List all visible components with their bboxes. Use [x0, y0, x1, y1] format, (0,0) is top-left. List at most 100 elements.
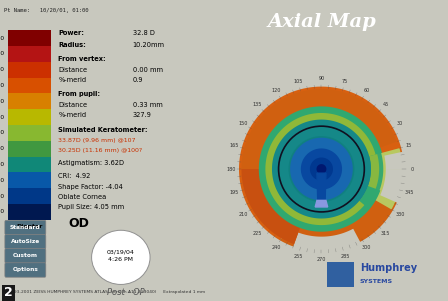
- Bar: [8, 93, 51, 109]
- Polygon shape: [239, 87, 403, 240]
- FancyBboxPatch shape: [5, 220, 46, 235]
- Text: OD: OD: [68, 217, 89, 230]
- Text: Oblate Cornea: Oblate Cornea: [58, 194, 107, 200]
- Bar: [8, 172, 51, 188]
- Text: 315: 315: [381, 231, 390, 236]
- FancyBboxPatch shape: [5, 234, 46, 249]
- FancyBboxPatch shape: [5, 249, 46, 263]
- Text: 03/19/04
4:26 PM: 03/19/04 4:26 PM: [107, 250, 135, 262]
- Bar: [8, 30, 51, 46]
- Text: Power:: Power:: [58, 30, 85, 36]
- Text: 0: 0: [410, 166, 414, 172]
- Text: Standard: Standard: [10, 225, 41, 230]
- FancyBboxPatch shape: [5, 263, 46, 277]
- Polygon shape: [315, 200, 327, 207]
- Polygon shape: [259, 106, 382, 232]
- Text: 34.0: 34.0: [0, 162, 5, 167]
- Bar: [327, 262, 353, 287]
- Polygon shape: [265, 113, 375, 225]
- Text: 38.0: 38.0: [0, 130, 5, 135]
- Text: AutoSize: AutoSize: [11, 239, 40, 244]
- Text: 327.9: 327.9: [133, 112, 151, 118]
- Text: Distance: Distance: [58, 102, 88, 108]
- Text: 50.0: 50.0: [0, 36, 5, 41]
- Text: CRI:  4.92: CRI: 4.92: [58, 173, 91, 179]
- Text: Radius:: Radius:: [58, 42, 86, 48]
- Text: 30.25D (11.16 mm) @100?: 30.25D (11.16 mm) @100?: [58, 148, 143, 153]
- Polygon shape: [292, 229, 362, 256]
- Text: 330: 330: [395, 212, 405, 217]
- Text: 2: 2: [4, 287, 13, 299]
- Text: From vertex:: From vertex:: [58, 56, 106, 62]
- Text: 120: 120: [271, 88, 281, 93]
- Polygon shape: [280, 174, 404, 252]
- Bar: [8, 188, 51, 204]
- Text: %-merid: %-merid: [58, 112, 86, 118]
- Text: 210: 210: [238, 212, 248, 217]
- Text: 30.0: 30.0: [0, 194, 5, 199]
- Bar: [8, 204, 51, 220]
- Text: 0.00 mm: 0.00 mm: [133, 67, 163, 73]
- Bar: [8, 141, 51, 157]
- Text: Custom: Custom: [13, 253, 38, 258]
- Polygon shape: [241, 169, 301, 244]
- Polygon shape: [264, 111, 379, 227]
- Polygon shape: [241, 89, 396, 169]
- Text: 165: 165: [229, 143, 238, 148]
- Text: 90: 90: [319, 76, 324, 81]
- Polygon shape: [316, 164, 327, 174]
- Text: Post - OP: Post - OP: [107, 288, 145, 297]
- Bar: [8, 109, 51, 125]
- Text: 0.9: 0.9: [133, 77, 143, 83]
- Text: Axial Map: Axial Map: [267, 13, 376, 30]
- Text: 30: 30: [397, 121, 403, 126]
- Text: 255: 255: [293, 254, 303, 259]
- Text: 48.0: 48.0: [0, 51, 5, 56]
- Polygon shape: [290, 138, 353, 200]
- Text: %-merid: %-merid: [58, 77, 86, 83]
- Ellipse shape: [91, 230, 150, 284]
- Text: From pupil:: From pupil:: [58, 91, 101, 97]
- Text: 10.20mm: 10.20mm: [133, 42, 164, 48]
- Text: 180: 180: [226, 166, 236, 172]
- Text: Humphrey: Humphrey: [360, 263, 417, 273]
- Polygon shape: [259, 107, 383, 231]
- Polygon shape: [284, 132, 358, 206]
- Text: 150: 150: [238, 121, 248, 126]
- Text: 225: 225: [253, 231, 262, 236]
- Text: 33.87D (9.96 mm) @107: 33.87D (9.96 mm) @107: [58, 138, 136, 143]
- Text: 15: 15: [406, 143, 412, 148]
- Bar: [8, 125, 51, 141]
- Text: 60: 60: [364, 88, 370, 93]
- Polygon shape: [272, 119, 371, 219]
- Polygon shape: [369, 148, 402, 169]
- Text: Astigmatism: 3.62D: Astigmatism: 3.62D: [58, 160, 125, 166]
- Text: 32.8 D: 32.8 D: [133, 30, 155, 36]
- Text: 46.0: 46.0: [0, 67, 5, 72]
- Text: 105: 105: [293, 79, 303, 84]
- Text: ©1993-2001 ZEISS HUMPHREY SYSTEMS ATLAS  Version A11.2 (3040)     Extrapolated 1: ©1993-2001 ZEISS HUMPHREY SYSTEMS ATLAS …: [4, 290, 205, 294]
- Text: 32.0: 32.0: [0, 178, 5, 183]
- Text: 345: 345: [405, 190, 414, 195]
- Text: 42.0: 42.0: [0, 99, 5, 104]
- Text: 40.0: 40.0: [0, 114, 5, 119]
- Text: 0.33 mm: 0.33 mm: [133, 102, 162, 108]
- Bar: [8, 77, 51, 93]
- Text: 300: 300: [362, 245, 371, 250]
- Text: Simulated Keratometer:: Simulated Keratometer:: [58, 127, 148, 133]
- Text: 45: 45: [383, 102, 389, 107]
- Polygon shape: [310, 157, 333, 181]
- Polygon shape: [301, 148, 342, 190]
- Text: Pupil Size: 4.05 mm: Pupil Size: 4.05 mm: [58, 204, 125, 210]
- Polygon shape: [317, 173, 326, 204]
- Text: 44.0: 44.0: [0, 83, 5, 88]
- Text: SYSTEMS: SYSTEMS: [360, 279, 393, 284]
- Text: 135: 135: [253, 102, 262, 107]
- Text: Distance: Distance: [58, 67, 88, 73]
- Polygon shape: [364, 169, 402, 209]
- Text: 75: 75: [342, 79, 348, 84]
- Text: Shape Factor: -4.04: Shape Factor: -4.04: [58, 184, 123, 190]
- Text: 270: 270: [317, 257, 326, 262]
- Text: 36.0: 36.0: [0, 146, 5, 151]
- Bar: [8, 157, 51, 172]
